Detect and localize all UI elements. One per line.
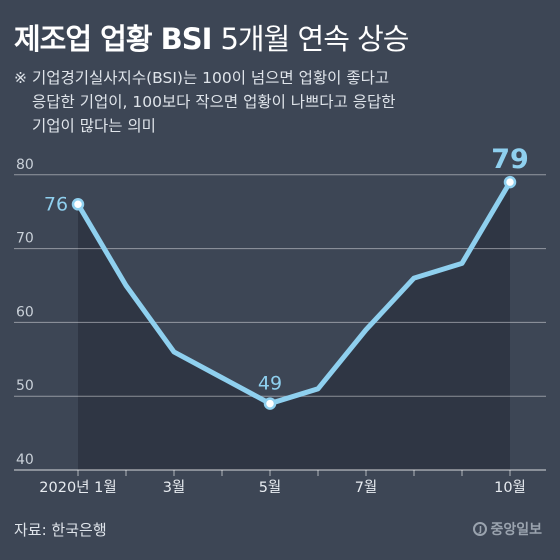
y-tick-label: 80 [16, 157, 34, 173]
data-point-49 [263, 397, 277, 410]
note-line-3: 기업이 많다는 의미 [32, 117, 156, 135]
data-point-79 [503, 175, 517, 189]
data-label-49: 49 [258, 373, 282, 395]
reference-mark: ※ [14, 69, 27, 87]
title-rest: 5개월 연속 상승 [220, 22, 409, 56]
publisher-logo: J 중앙일보 [473, 519, 542, 539]
data-label-79: 79 [491, 144, 529, 175]
y-tick-label: 40 [16, 452, 34, 468]
area-fill [78, 182, 510, 470]
series-line [75, 179, 513, 407]
x-tick-label: 7월 [355, 479, 378, 496]
data-point-76 [71, 198, 85, 211]
logo-text: 중앙일보 [490, 522, 542, 538]
source-credit: 자료: 한국은행 [14, 521, 107, 539]
y-tick-label: 50 [16, 378, 34, 394]
logo-mark-icon: J [473, 522, 488, 536]
note-line-2: 응답한 기업이, 100보다 작으면 업황이 나쁘다고 응답한 [32, 93, 396, 111]
y-tick-label: 60 [16, 304, 34, 320]
note-line-1: ※ 기업경기실사지수(BSI)는 100이 넘으면 업황이 좋다고 [14, 66, 544, 90]
data-label-76: 76 [44, 193, 68, 215]
x-tick-label: 2020년 1월 [39, 479, 116, 496]
title-bold: 제조업 업황 BSI [14, 22, 212, 56]
note-line-1-text: 기업경기실사지수(BSI)는 100이 넘으면 업황이 좋다고 [32, 69, 390, 87]
y-tick-label: 70 [16, 231, 34, 247]
x-tick-label: 10월 [494, 479, 526, 496]
page-title: 제조업 업황 BSI 5개월 연속 상승 [14, 16, 409, 58]
x-tick-label: 3월 [163, 479, 186, 496]
chart-note: ※ 기업경기실사지수(BSI)는 100이 넘으면 업황이 좋다고 응답한 기업이… [14, 66, 544, 138]
x-tick-label: 5월 [259, 479, 282, 496]
